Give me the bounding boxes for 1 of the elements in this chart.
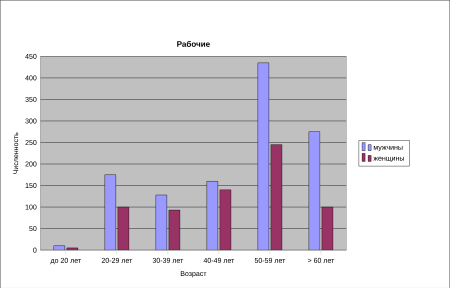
chart-title: Рабочие (177, 40, 210, 47)
